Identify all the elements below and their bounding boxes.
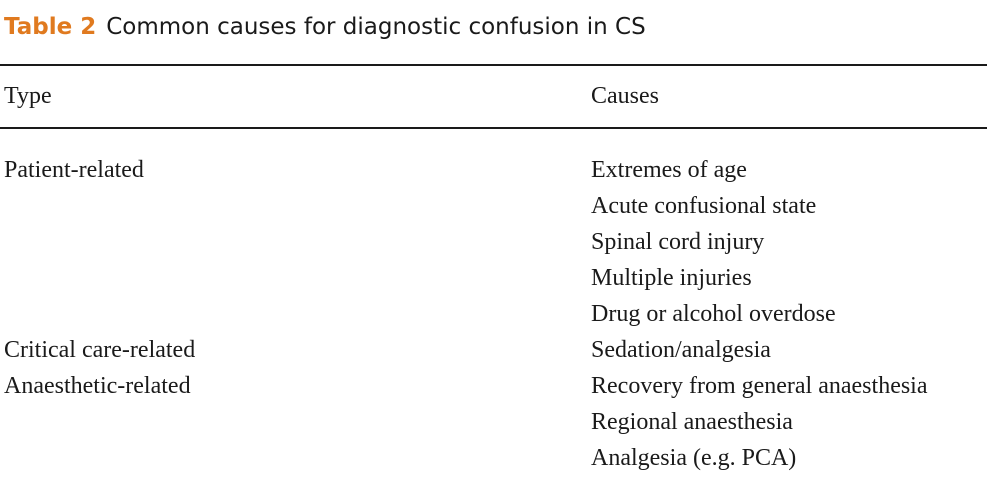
- row-cause-cell: Spinal cord injury: [591, 229, 765, 255]
- row-cause-cell: Sedation/analgesia: [591, 337, 771, 363]
- table-caption: Table 2 Common causes for diagnostic conf…: [4, 14, 646, 40]
- table-top-rule: [0, 64, 987, 66]
- table-label: Table 2: [4, 14, 97, 40]
- row-cause-cell: Analgesia (e.g. PCA): [591, 445, 797, 471]
- row-cause-cell: Multiple injuries: [591, 265, 752, 291]
- table-header-rule: [0, 127, 987, 129]
- row-cause-cell: Extremes of age: [591, 157, 747, 183]
- row-cause-cell: Recovery from general anaesthesia: [591, 373, 928, 399]
- row-type-cell: Patient-related: [4, 157, 144, 183]
- row-cause-cell: Drug or alcohol overdose: [591, 301, 836, 327]
- row-cause-cell: Regional anaesthesia: [591, 409, 793, 435]
- row-type-cell: Anaesthetic-related: [4, 373, 191, 399]
- table-title: Common causes for diagnostic confusion i…: [106, 14, 646, 40]
- header-causes: Causes: [591, 83, 659, 109]
- row-type-cell: Critical care-related: [4, 337, 196, 363]
- row-cause-cell: Acute confusional state: [591, 193, 817, 219]
- header-type: Type: [4, 83, 52, 109]
